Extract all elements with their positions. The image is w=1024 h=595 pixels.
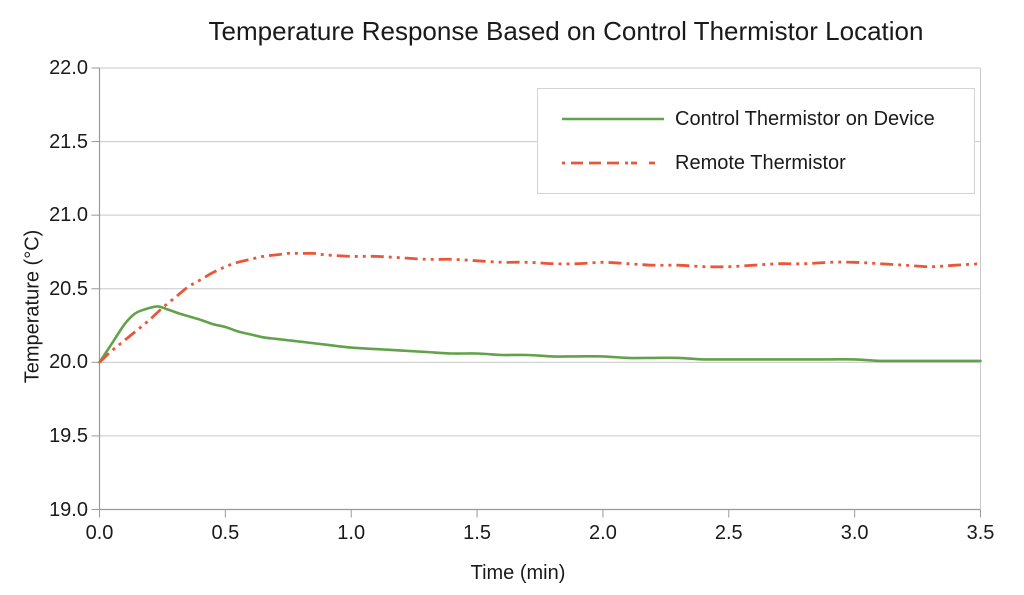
y-tick-label: 19.0 bbox=[49, 498, 88, 521]
line-remote-thermistor bbox=[98, 251, 981, 364]
y-tick-label: 20.5 bbox=[49, 277, 88, 300]
legend-line-solid-icon bbox=[562, 117, 664, 121]
line-control-thermistor-on-device bbox=[98, 305, 982, 364]
legend-label: Control Thermistor on Device bbox=[675, 107, 935, 130]
legend-label: Remote Thermistor bbox=[675, 151, 846, 174]
y-tick-label: 20.0 bbox=[49, 351, 88, 374]
chart-title: Temperature Response Based on Control Th… bbox=[208, 16, 924, 46]
x-tick-label: 1.5 bbox=[463, 521, 491, 544]
x-axis-title: Time (min) bbox=[470, 562, 566, 584]
x-tick-label: 2.0 bbox=[589, 521, 617, 544]
legend: Control Thermistor on Device Remote Ther… bbox=[537, 88, 975, 194]
x-tick-label: 2.5 bbox=[714, 521, 743, 544]
legend-item-control-thermistor: Control Thermistor on Device bbox=[538, 101, 974, 137]
x-tick-label: 0.0 bbox=[85, 521, 114, 544]
x-tick-label: 3.0 bbox=[840, 521, 869, 544]
x-tick-label: 1.0 bbox=[337, 521, 366, 544]
y-tick-label: 19.5 bbox=[49, 424, 88, 447]
y-axis-title: Temperature (°C) bbox=[21, 229, 44, 384]
x-tick-label: 3.5 bbox=[966, 521, 995, 544]
x-tick-label: 0.5 bbox=[211, 521, 240, 544]
tick-marks bbox=[91, 67, 981, 518]
y-tick-label: 21.5 bbox=[49, 130, 88, 153]
legend-line-dash-dot-icon bbox=[562, 161, 664, 165]
legend-item-remote-thermistor: Remote Thermistor bbox=[538, 145, 974, 181]
y-tick-label: 22.0 bbox=[49, 57, 88, 79]
y-tick-label: 21.0 bbox=[49, 204, 88, 227]
